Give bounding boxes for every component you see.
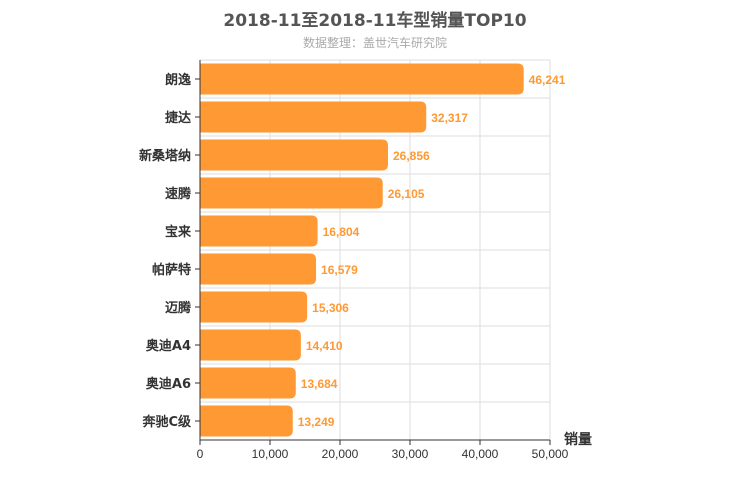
x-tick-label: 10,000	[252, 447, 289, 461]
bar	[200, 101, 427, 133]
axes: 0 10,000 20,000 30,000 40,000 50,000 朗逸捷达新桑塔纳速…	[139, 60, 569, 461]
chart-title: 2018-11至2018-11车型销量TOP10	[223, 11, 527, 31]
value-label: 26,856	[393, 149, 430, 163]
x-tick-label: 30,000	[392, 447, 429, 461]
category-label: 迈腾	[165, 300, 192, 316]
bar	[200, 63, 524, 95]
category-label: 新桑塔纳	[139, 148, 191, 164]
category-label: 速腾	[165, 186, 192, 202]
category-label: 捷达	[165, 110, 191, 126]
value-label: 15,306	[312, 301, 349, 315]
category-label: 奥迪A6	[146, 376, 191, 392]
value-label: 14,410	[306, 339, 343, 353]
bar	[200, 329, 301, 361]
value-label: 13,249	[298, 415, 335, 429]
value-label: 16,579	[321, 263, 358, 277]
bar	[200, 291, 308, 323]
x-axis-name: 销量	[564, 431, 592, 448]
category-label: 朗逸	[165, 72, 191, 88]
bar	[200, 139, 388, 171]
x-tick-label: 40,000	[462, 447, 499, 461]
grid-lines	[200, 59, 551, 441]
value-label: 32,317	[431, 111, 468, 125]
value-label: 16,804	[323, 225, 360, 239]
category-label: 奥迪A4	[146, 338, 191, 354]
x-tick-label: 20,000	[322, 447, 359, 461]
bars: 46,241 32,317 26,856 26,105 16,804 16,579 15,3…	[200, 63, 566, 437]
category-label: 帕萨特	[152, 262, 191, 278]
category-label: 奔驰C级	[141, 414, 192, 430]
value-label: 46,241	[529, 73, 566, 87]
bar	[200, 177, 383, 209]
bar	[200, 215, 318, 247]
value-label: 13,684	[301, 377, 338, 391]
bar	[200, 367, 296, 399]
bar	[200, 405, 293, 437]
category-label: 宝来	[165, 224, 192, 240]
x-tick-label: 50,000	[532, 447, 569, 461]
chart-subtitle: 数据整理：盖世汽车研究院	[302, 36, 447, 50]
value-label: 26,105	[388, 187, 425, 201]
x-tick-label: 0	[197, 447, 204, 461]
bar	[200, 253, 317, 285]
